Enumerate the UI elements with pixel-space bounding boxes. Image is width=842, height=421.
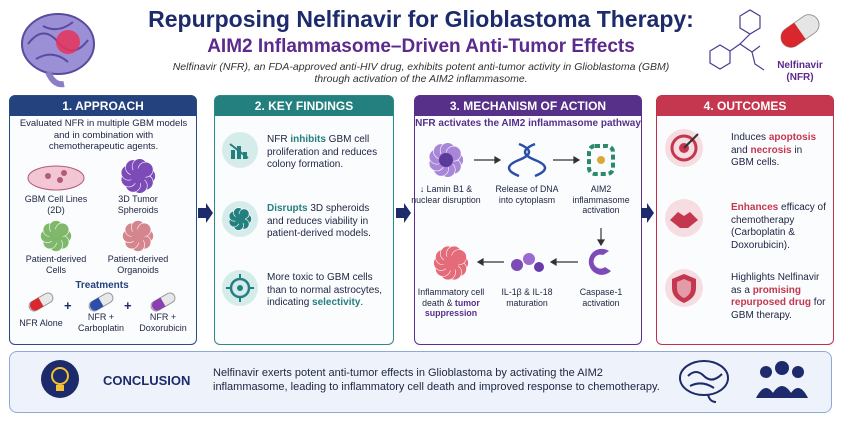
pill-icon bbox=[780, 14, 820, 48]
text-run: Inflammatory cell death & bbox=[417, 287, 485, 308]
emphasis: inhibits bbox=[290, 134, 326, 145]
outcome-icon bbox=[665, 269, 703, 307]
emphasis: Enhances bbox=[731, 202, 779, 213]
text-run: IL-1β & IL-18 maturation bbox=[501, 287, 553, 308]
mechanism-step: AIM2 inflammasome activation bbox=[565, 184, 637, 216]
text-run: More toxic to GBM cells than to normal a… bbox=[267, 272, 383, 308]
svg-text:+: + bbox=[124, 298, 132, 313]
mechanism-step: ↓ Lamin B1 & nuclear disruption bbox=[410, 184, 482, 205]
approach-intro: Evaluated NFR in multiple GBM models and… bbox=[19, 118, 188, 152]
treatment-label: NFR Alone bbox=[19, 318, 63, 328]
drug-label-line: Nelfinavir bbox=[777, 60, 823, 71]
finding-icon bbox=[222, 270, 258, 306]
treatment-label: NFR + Doxorubicin bbox=[139, 312, 187, 333]
emphasis: tumor suppression bbox=[424, 297, 480, 319]
lightbulb-icon bbox=[41, 360, 79, 398]
model-label: Patient-derived Cells bbox=[25, 254, 87, 275]
text-run: NFR bbox=[267, 134, 291, 145]
panel-header: 1. APPROACH bbox=[10, 96, 196, 116]
finding-icon bbox=[222, 132, 258, 168]
finding-text: NFR inhibits GBM cell proliferation and … bbox=[267, 134, 387, 172]
text-run: and bbox=[731, 144, 751, 156]
treatments-title: Treatments bbox=[75, 280, 129, 291]
text-run: Induces bbox=[731, 132, 769, 143]
model-icon bbox=[40, 220, 72, 252]
mechanism-icon bbox=[587, 144, 615, 176]
mechanism-icon bbox=[588, 248, 611, 275]
emphasis: necrosis bbox=[750, 144, 792, 156]
emphasis: promising repurposed drug bbox=[731, 284, 812, 309]
model-icon bbox=[27, 165, 85, 191]
emphasis: selectivity bbox=[312, 297, 361, 308]
model-icon bbox=[122, 220, 154, 252]
outcome-text: Enhances efficacy of chemotherapy (Carbo… bbox=[731, 202, 827, 252]
conclusion-text: Nelfinavir exerts potent anti-tumor effe… bbox=[213, 367, 660, 393]
mechanism-step: IL-1β & IL-18 maturation bbox=[491, 287, 563, 308]
mechanism-step: Caspase-1 activation bbox=[565, 287, 637, 308]
text-run: for GBM therapy. bbox=[731, 297, 826, 321]
model-label: GBM Cell Lines (2D) bbox=[24, 194, 88, 215]
text-run: Highlights Nelfinavir as a bbox=[731, 272, 820, 296]
drug-label-line: (NFR) bbox=[786, 72, 814, 83]
panel-header: 2. KEY FINDINGS bbox=[215, 96, 393, 116]
description-line: Nelfinavir (NFR), an FDA-approved anti-H… bbox=[172, 61, 670, 73]
text-run: . bbox=[360, 297, 364, 308]
brain-illustration bbox=[21, 13, 95, 88]
mechanism-icon bbox=[433, 245, 469, 281]
finding-text: More toxic to GBM cells than to normal a… bbox=[267, 272, 387, 310]
mechanism-icon bbox=[511, 253, 544, 272]
title: Repurposing Nelfinavir for Glioblastoma … bbox=[148, 6, 694, 32]
model-label: 3D Tumor Spheroids bbox=[117, 194, 159, 215]
outcome-icon bbox=[665, 199, 703, 237]
text-run: in GBM cells. bbox=[731, 144, 803, 169]
emphasis: apoptosis bbox=[768, 132, 817, 143]
text-run: 3D spheroids and reduces viability in pa… bbox=[267, 203, 371, 239]
subtitle: AIM2 Inflammasome–Driven Anti-Tumor Effe… bbox=[207, 36, 635, 57]
drug-label: Nelfinavir (NFR) bbox=[770, 60, 830, 84]
panel-header: 4. OUTCOMES bbox=[657, 96, 833, 116]
description-line: through activation of the AIM2 inflammas… bbox=[314, 73, 528, 85]
pill-icon bbox=[150, 292, 176, 312]
pill-icon bbox=[88, 292, 114, 312]
text-run: Release of DNA into cytoplasm bbox=[495, 184, 559, 205]
outcome-text: Highlights Nelfinavir as a promising rep… bbox=[731, 272, 827, 322]
text-run: GBM cell proliferation and reduces colon… bbox=[267, 134, 378, 170]
pill-icon bbox=[28, 292, 54, 312]
mechanism-subtitle: NFR activates the AIM2 inflammasome path… bbox=[415, 118, 641, 129]
svg-text:+: + bbox=[64, 298, 72, 313]
text-run: ↓ Lamin B1 & nuclear disruption bbox=[411, 184, 481, 205]
molecule-structure bbox=[709, 9, 765, 71]
mechanism-step: Inflammatory cell death & tumor suppress… bbox=[415, 287, 487, 319]
mechanism-step: Release of DNA into cytoplasm bbox=[491, 184, 563, 205]
text-run: efficacy of chemotherapy (Carboplatin & … bbox=[731, 202, 826, 251]
outcome-icon bbox=[665, 129, 703, 167]
model-icon bbox=[120, 158, 156, 194]
description: Nelfinavir (NFR), an FDA-approved anti-H… bbox=[0, 61, 842, 85]
brain-and-people-icons bbox=[679, 360, 808, 403]
mechanism-panel: 3. MECHANISM OF ACTION bbox=[414, 95, 642, 345]
mechanism-icon bbox=[428, 142, 464, 178]
treatment-label: NFR + Carboplatin bbox=[77, 312, 125, 333]
finding-text: Disrupts 3D spheroids and reduces viabil… bbox=[267, 203, 387, 241]
panel-header: 3. MECHANISM OF ACTION bbox=[415, 96, 641, 116]
finding-icon bbox=[222, 201, 258, 237]
outcome-text: Induces apoptosis and necrosis in GBM ce… bbox=[731, 132, 827, 170]
text-run: Caspase-1 activation bbox=[579, 287, 623, 308]
conclusion-label: CONCLUSION bbox=[103, 373, 191, 388]
mechanism-icon bbox=[507, 142, 547, 178]
text-run: AIM2 inflammasome activation bbox=[572, 184, 630, 215]
emphasis: Disrupts bbox=[267, 203, 308, 214]
model-label: Patient-derived Organoids bbox=[107, 254, 169, 275]
